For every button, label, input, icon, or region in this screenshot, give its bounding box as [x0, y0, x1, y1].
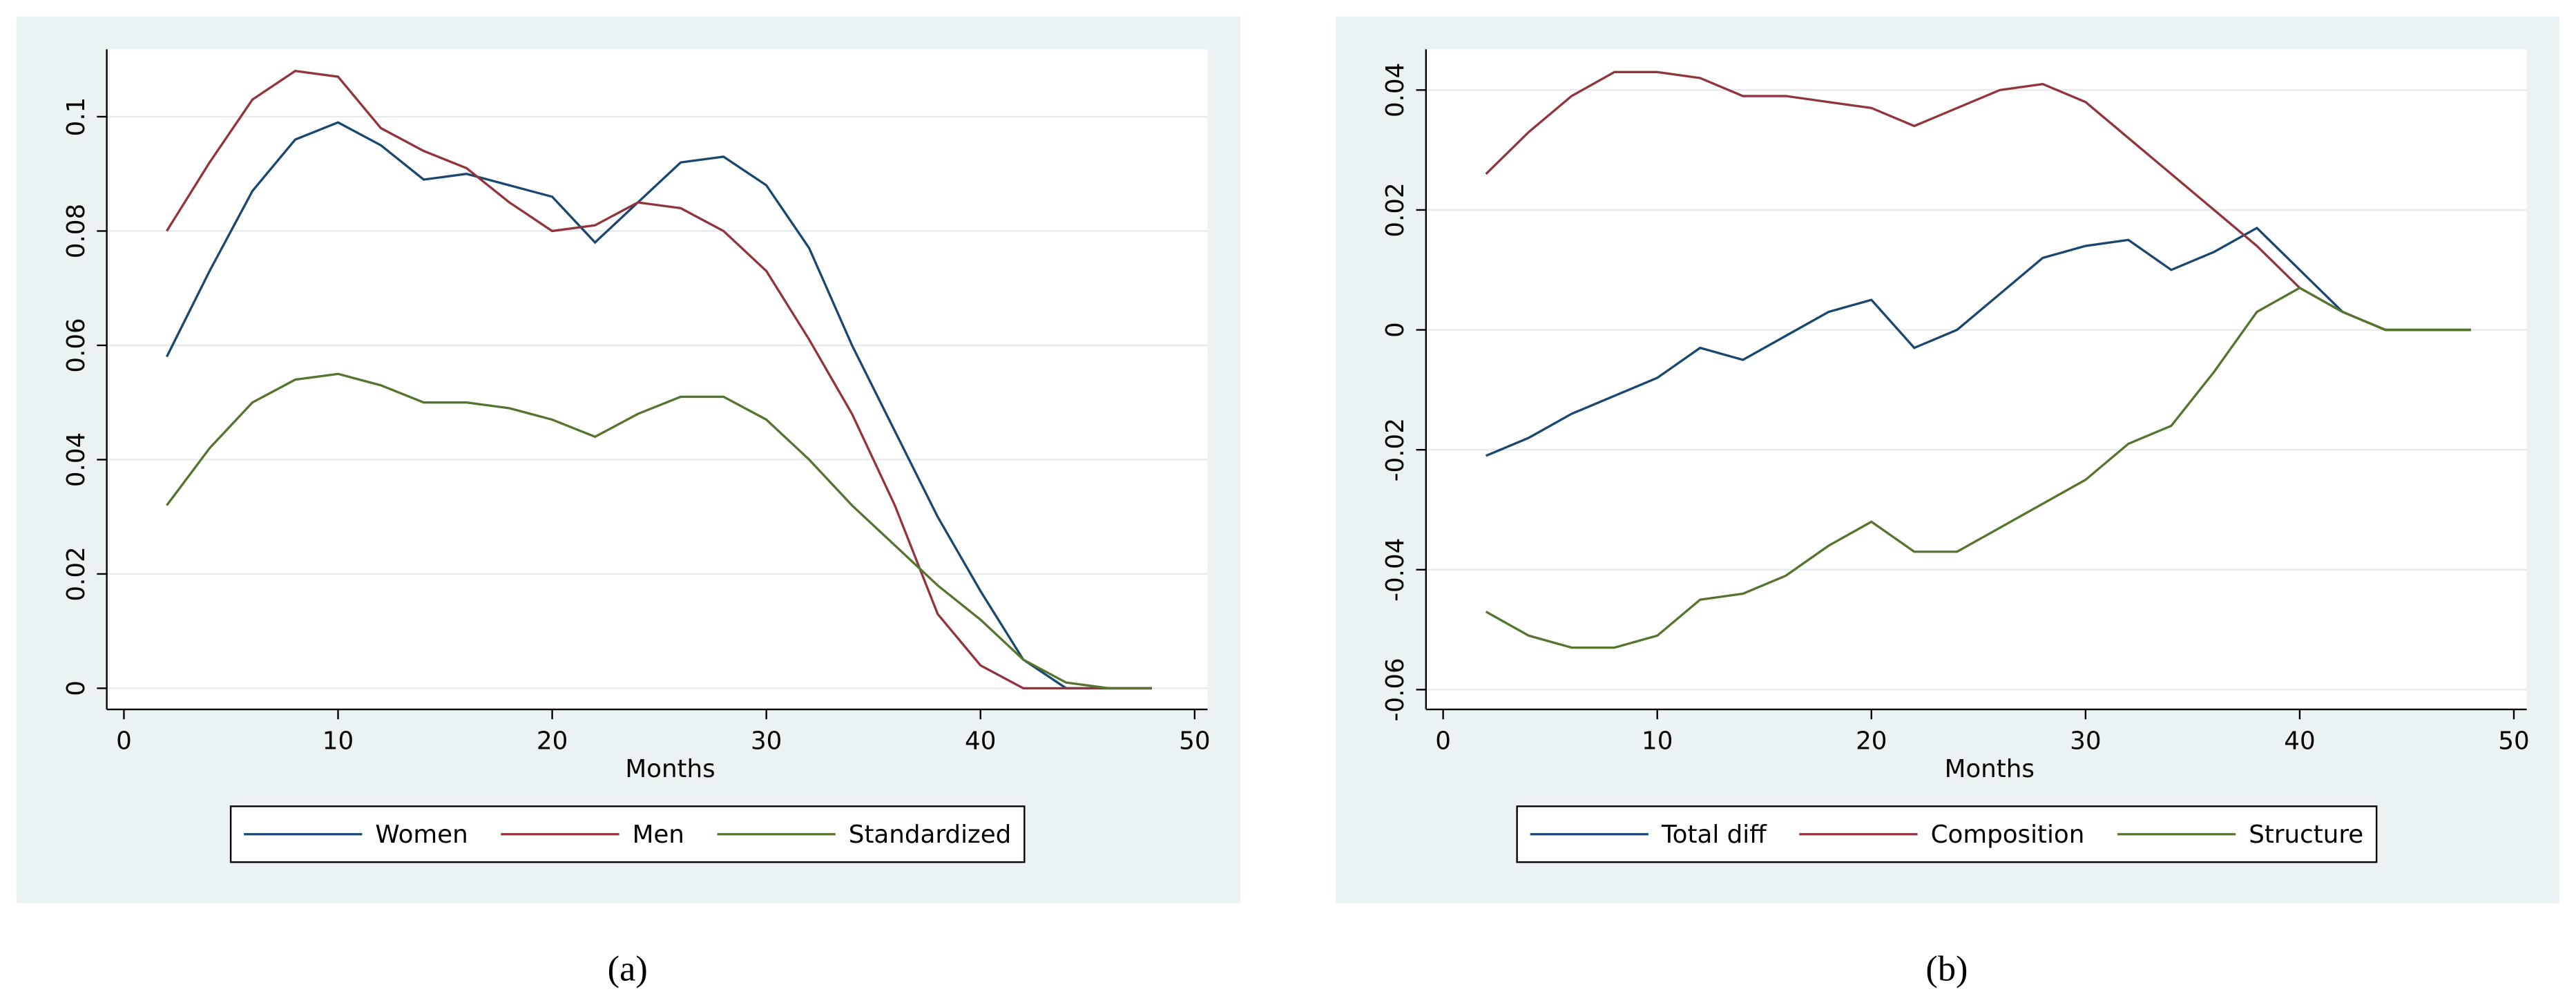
x-tick-label: 10: [1642, 727, 1673, 756]
legend: Total diff Composition Structure: [1516, 805, 2378, 863]
legend: Women Men Standardized: [229, 805, 1026, 863]
y-tick-label: 0.1: [62, 97, 90, 137]
chart-panel: 0 0.02 0.04 0.06 0.08 0.1 0 10 20 30 40 50 Months Wom…: [16, 16, 1241, 988]
x-tick-label: 30: [2070, 727, 2101, 756]
y-tick-label: 0.06: [62, 318, 90, 372]
x-tick-label: 20: [537, 727, 568, 756]
x-tick-label: 20: [1856, 727, 1887, 756]
y-tick-label: -0.06: [1381, 658, 1410, 721]
y-tick-label: 0.04: [62, 432, 90, 487]
x-tick-label: 50: [2498, 727, 2529, 756]
chart-panel: -0.06 -0.04 -0.02 0 0.02 0.04 0 10 20 30 40 50 Month…: [1335, 16, 2560, 988]
y-tick-label: -0.02: [1381, 418, 1410, 481]
legend-label: Composition: [1931, 821, 2085, 849]
y-tick-label: -0.04: [1381, 538, 1410, 602]
data-line: [1486, 226, 2472, 457]
x-axis-label: Months: [1945, 755, 2035, 783]
plot-area: [106, 49, 1208, 710]
y-tick-label: 0.02: [1381, 182, 1410, 237]
x-tick-label: 30: [751, 727, 782, 756]
legend-label: Total diff: [1661, 821, 1767, 849]
panel-label: (a): [608, 948, 648, 988]
y-tick-label: 0: [62, 680, 90, 696]
y-tick-label: 0.08: [62, 204, 90, 258]
x-axis-label: Months: [625, 755, 715, 783]
x-tick-label: 40: [2284, 727, 2315, 756]
x-tick-label: 10: [323, 727, 354, 756]
data-line: [166, 70, 1152, 690]
x-tick-label: 0: [116, 727, 132, 756]
y-tick-label: 0: [1381, 322, 1410, 338]
data-line: [1485, 286, 2472, 649]
data-line: [165, 121, 1152, 690]
data-line: [166, 372, 1152, 690]
panel-label: (b): [1925, 948, 1968, 988]
x-tick-label: 50: [1179, 727, 1210, 756]
legend-box: [229, 805, 1026, 863]
legend-label: Structure: [2249, 821, 2363, 849]
y-tick-label: 0.04: [1381, 63, 1410, 117]
x-tick-label: 40: [965, 727, 996, 756]
legend-label: Women: [375, 821, 468, 849]
legend-label: Standardized: [849, 821, 1011, 849]
plot-area: [1425, 49, 2527, 710]
x-tick-label: 0: [1435, 727, 1451, 756]
y-tick-label: 0.02: [62, 546, 90, 601]
legend-label: Men: [633, 821, 684, 849]
